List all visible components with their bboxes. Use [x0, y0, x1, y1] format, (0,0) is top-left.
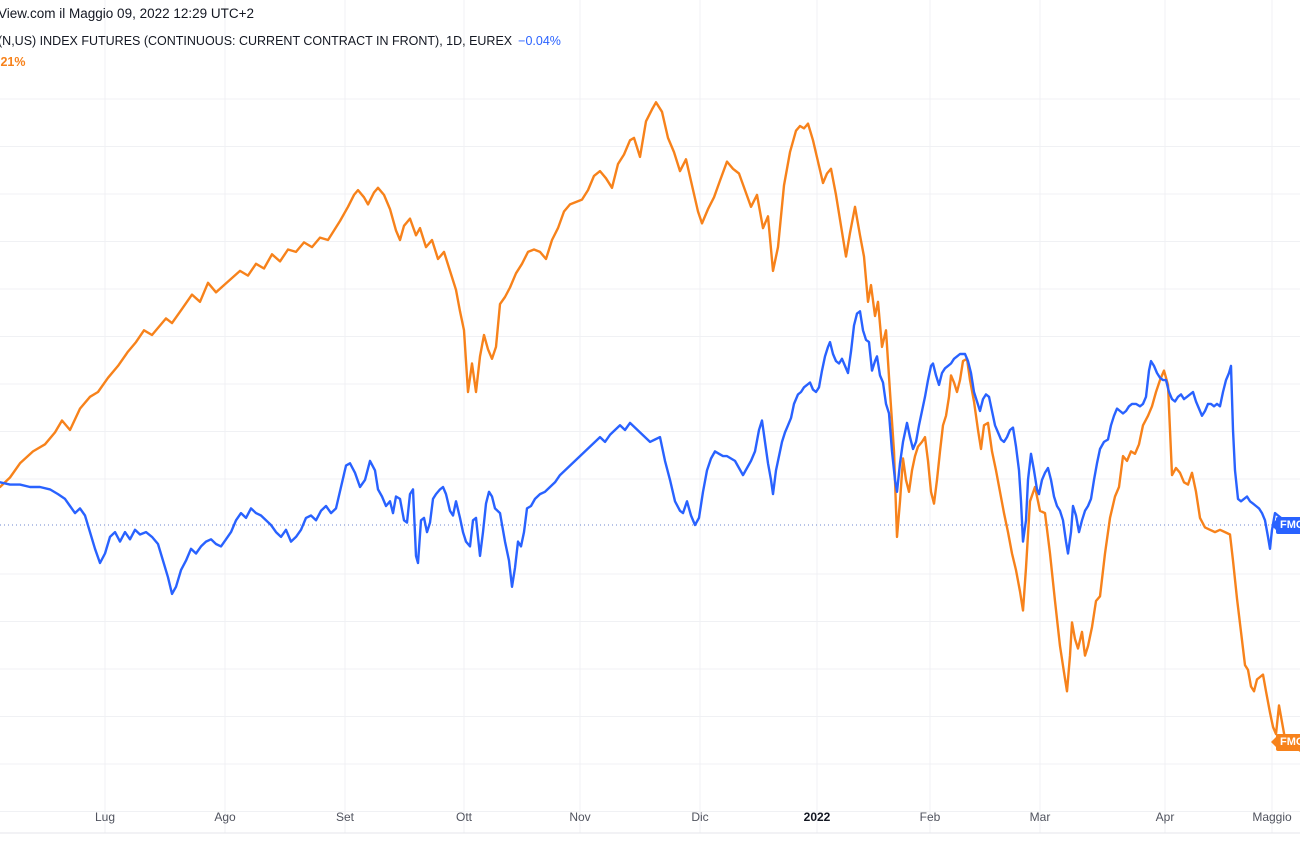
compare-change-percent: .21%: [0, 55, 26, 69]
time-axis-label-dic: Dic: [691, 810, 709, 824]
time-axis-label-apr: Apr: [1155, 810, 1175, 824]
price-label-orange-notch: [1271, 737, 1276, 747]
time-axis-label-ago: Ago: [214, 810, 236, 824]
price-label-blue-notch: [1271, 520, 1276, 530]
series-line-fmc: [0, 310, 1300, 596]
symbol-change-percent: −0.04%: [518, 34, 561, 48]
time-axis-label-2022: 2022: [803, 810, 831, 824]
price-label-orange-text: FMO: [1280, 735, 1300, 748]
time-axis-label-maggio: Maggio: [1252, 810, 1292, 824]
symbol-title: (N,US) INDEX FUTURES (CONTINUOUS: CURREN…: [0, 34, 561, 48]
time-axis-label-nov: Nov: [569, 810, 591, 824]
time-axis-label-feb: Feb: [919, 810, 941, 824]
price-label-blue-text: FMC: [1280, 518, 1300, 531]
time-axis-label-mar: Mar: [1029, 810, 1051, 824]
time-axis-label-lug: Lug: [94, 810, 116, 824]
price-label-orange: FMO: [1271, 733, 1300, 751]
time-axis-label-ott: Ott: [455, 810, 473, 824]
published-on-text: View.com il Maggio 09, 2022 12:29 UTC+2: [0, 6, 255, 21]
price-label-blue: FMC: [1271, 516, 1300, 534]
symbol-description: (N,US) INDEX FUTURES (CONTINUOUS: CURREN…: [0, 34, 513, 48]
series-line-fmo: [0, 101, 1300, 752]
time-axis-label-set: Set: [335, 810, 355, 824]
